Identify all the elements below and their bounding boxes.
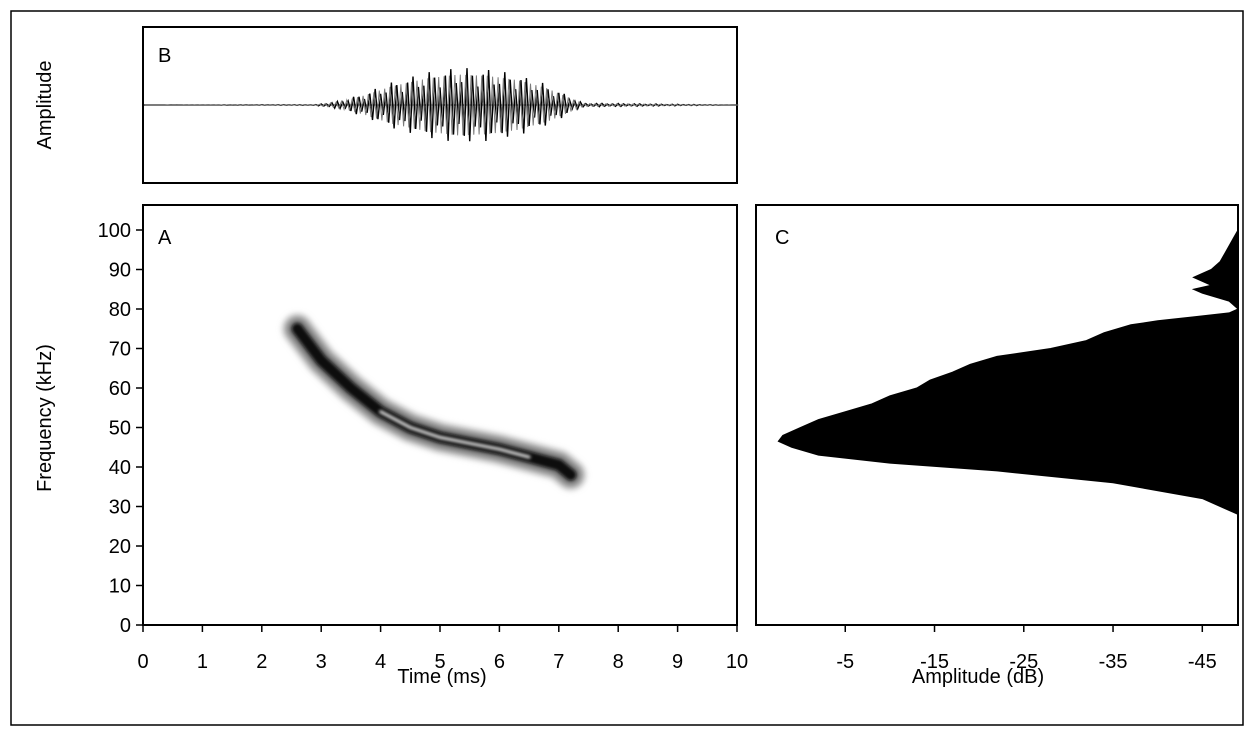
y-tick-label: 50: [109, 418, 131, 440]
spectrum-x-axis-label: Amplitude (dB): [912, 666, 1044, 688]
x-tick-label: 2: [256, 651, 267, 673]
x-tick-label: -45: [1188, 651, 1217, 673]
x-tick-label: 7: [553, 651, 564, 673]
y-tick-label: 100: [98, 220, 131, 242]
spectrogram-y-axis: 0 10 20 30 40 50 60 70 80 90 100: [98, 220, 143, 637]
x-tick-label: 9: [672, 651, 683, 673]
panel-b: B Amplitude: [34, 26, 739, 184]
x-tick-label: -15: [920, 651, 949, 673]
y-tick-label: 40: [109, 457, 131, 479]
y-tick-label: 90: [109, 260, 131, 282]
spectrogram-x-axis: 0 1 2 3 4 5 6 7 8 9 10: [137, 625, 748, 673]
ridge-peak: [379, 410, 531, 459]
figure-border: [10, 10, 1244, 726]
spectrogram-ridge: [282, 313, 586, 490]
panel-a-label: A: [158, 227, 172, 249]
spectrum-x-axis: -5 -15 -25 -35 -45: [836, 625, 1217, 673]
x-tick-label: -5: [836, 651, 854, 673]
x-tick-label: 10: [726, 651, 748, 673]
panel-a-frame: [142, 204, 738, 626]
panel-b-label: B: [158, 45, 171, 67]
spectrogram-y-axis-label: Frequency (kHz): [34, 344, 56, 492]
x-tick-label: -25: [1009, 651, 1038, 673]
x-tick-label: 3: [316, 651, 327, 673]
panel-c-label: C: [775, 227, 789, 249]
x-tick-label: -35: [1099, 651, 1128, 673]
x-tick-label: 0: [137, 651, 148, 673]
spectrogram-x-axis-label: Time (ms): [397, 666, 486, 688]
waveform-trace-secondary: [144, 74, 739, 136]
x-tick-label: 8: [613, 651, 624, 673]
waveform: [143, 68, 739, 142]
x-tick-label: 6: [494, 651, 505, 673]
x-tick-label: 5: [434, 651, 445, 673]
y-tick-label: 30: [109, 497, 131, 519]
panel-a: A 0 1 2 3 4 5 6 7 8 9 10 0 10 20 30 40 50 60 70 80 90 100 Ti…: [34, 204, 748, 688]
y-tick-label: 10: [109, 576, 131, 598]
x-tick-label: 1: [197, 651, 208, 673]
spectrum-area: [777, 229, 1238, 515]
panel-c: C -5 -15 -25 -35 -45 Amplitude (dB): [755, 204, 1239, 688]
x-tick-label: 4: [375, 651, 386, 673]
y-tick-label: 0: [120, 615, 131, 637]
y-tick-label: 70: [109, 339, 131, 361]
y-tick-label: 20: [109, 536, 131, 558]
y-tick-label: 60: [109, 378, 131, 400]
waveform-y-axis-label: Amplitude: [34, 61, 56, 150]
y-tick-label: 80: [109, 299, 131, 321]
